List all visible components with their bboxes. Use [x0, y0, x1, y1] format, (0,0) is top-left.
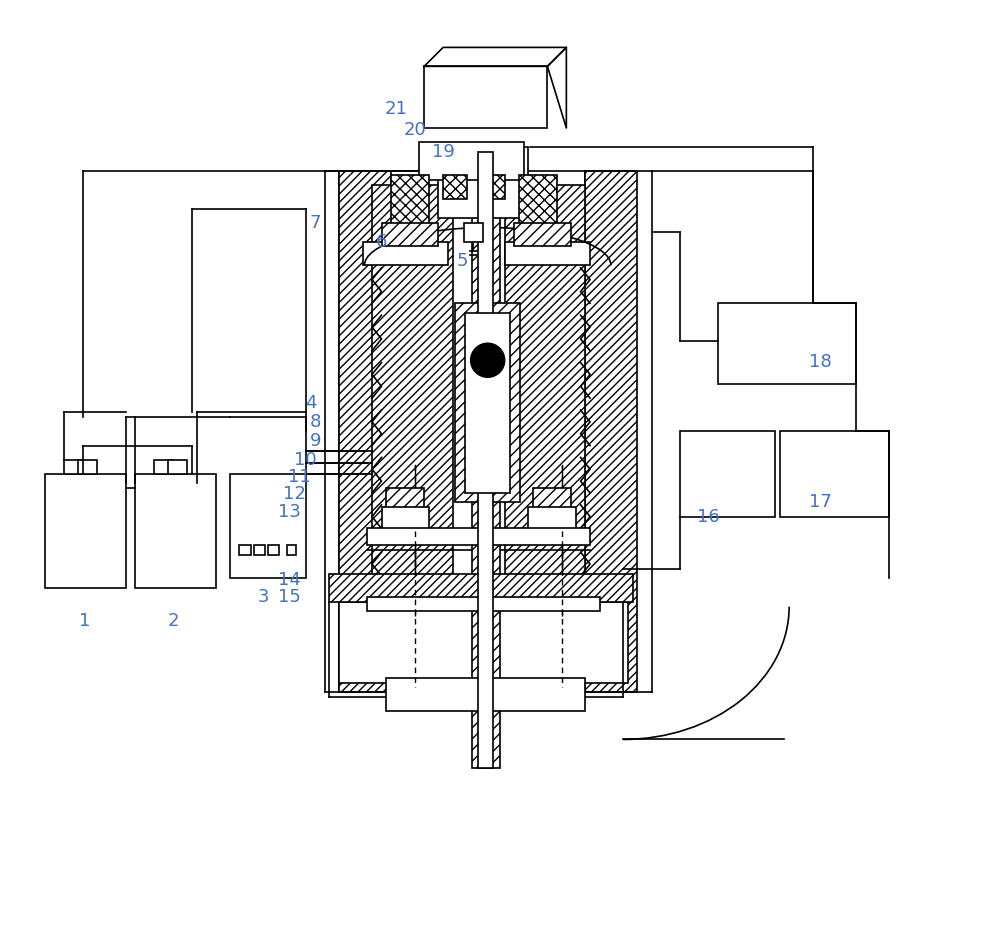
FancyBboxPatch shape — [230, 474, 306, 578]
Text: 11: 11 — [288, 468, 310, 485]
Text: 12: 12 — [283, 485, 306, 502]
FancyBboxPatch shape — [367, 528, 590, 545]
Text: 19: 19 — [432, 143, 455, 160]
FancyBboxPatch shape — [505, 242, 590, 265]
Text: 3: 3 — [257, 589, 269, 606]
Text: 4: 4 — [305, 394, 316, 411]
FancyBboxPatch shape — [154, 460, 173, 474]
Text: 17: 17 — [809, 494, 832, 511]
FancyBboxPatch shape — [372, 185, 453, 678]
FancyBboxPatch shape — [386, 488, 424, 512]
FancyBboxPatch shape — [505, 185, 585, 678]
FancyBboxPatch shape — [329, 574, 633, 602]
FancyBboxPatch shape — [472, 152, 500, 768]
Text: 21: 21 — [384, 100, 407, 118]
FancyBboxPatch shape — [391, 175, 429, 228]
FancyBboxPatch shape — [386, 678, 585, 711]
Text: 2: 2 — [167, 612, 179, 629]
FancyBboxPatch shape — [239, 545, 251, 555]
FancyBboxPatch shape — [339, 602, 628, 683]
FancyBboxPatch shape — [533, 488, 571, 512]
FancyBboxPatch shape — [438, 147, 528, 218]
FancyBboxPatch shape — [680, 431, 775, 517]
Text: 14: 14 — [278, 572, 301, 589]
FancyBboxPatch shape — [64, 460, 83, 474]
FancyBboxPatch shape — [464, 223, 483, 242]
FancyBboxPatch shape — [363, 242, 448, 265]
FancyBboxPatch shape — [528, 507, 576, 531]
FancyBboxPatch shape — [419, 142, 524, 180]
FancyBboxPatch shape — [339, 171, 391, 692]
FancyBboxPatch shape — [382, 507, 429, 531]
FancyBboxPatch shape — [481, 175, 505, 199]
FancyBboxPatch shape — [424, 66, 547, 128]
FancyBboxPatch shape — [268, 545, 279, 555]
FancyBboxPatch shape — [519, 175, 557, 228]
FancyBboxPatch shape — [455, 303, 520, 502]
FancyBboxPatch shape — [339, 171, 386, 692]
Text: 15: 15 — [278, 589, 301, 606]
FancyBboxPatch shape — [514, 223, 571, 246]
Text: 8: 8 — [309, 413, 321, 430]
Text: 5: 5 — [456, 252, 468, 269]
FancyBboxPatch shape — [135, 474, 216, 588]
Text: 10: 10 — [294, 451, 317, 468]
FancyBboxPatch shape — [465, 313, 510, 493]
FancyBboxPatch shape — [718, 303, 856, 384]
FancyBboxPatch shape — [478, 152, 493, 768]
Text: 13: 13 — [278, 503, 301, 520]
FancyBboxPatch shape — [585, 171, 633, 692]
Circle shape — [471, 343, 505, 377]
Text: 18: 18 — [809, 354, 832, 371]
Text: 6: 6 — [376, 233, 387, 250]
Text: 1: 1 — [79, 612, 90, 629]
FancyBboxPatch shape — [382, 223, 438, 246]
Text: 20: 20 — [403, 121, 426, 138]
Text: 16: 16 — [697, 508, 720, 525]
FancyBboxPatch shape — [780, 431, 889, 517]
FancyBboxPatch shape — [254, 545, 265, 555]
FancyBboxPatch shape — [443, 175, 467, 199]
Text: 7: 7 — [309, 214, 321, 231]
FancyBboxPatch shape — [78, 460, 97, 474]
Text: 9: 9 — [309, 432, 321, 449]
FancyBboxPatch shape — [45, 474, 126, 588]
FancyBboxPatch shape — [585, 171, 637, 692]
FancyBboxPatch shape — [168, 460, 187, 474]
FancyBboxPatch shape — [367, 597, 600, 611]
FancyBboxPatch shape — [287, 545, 296, 555]
